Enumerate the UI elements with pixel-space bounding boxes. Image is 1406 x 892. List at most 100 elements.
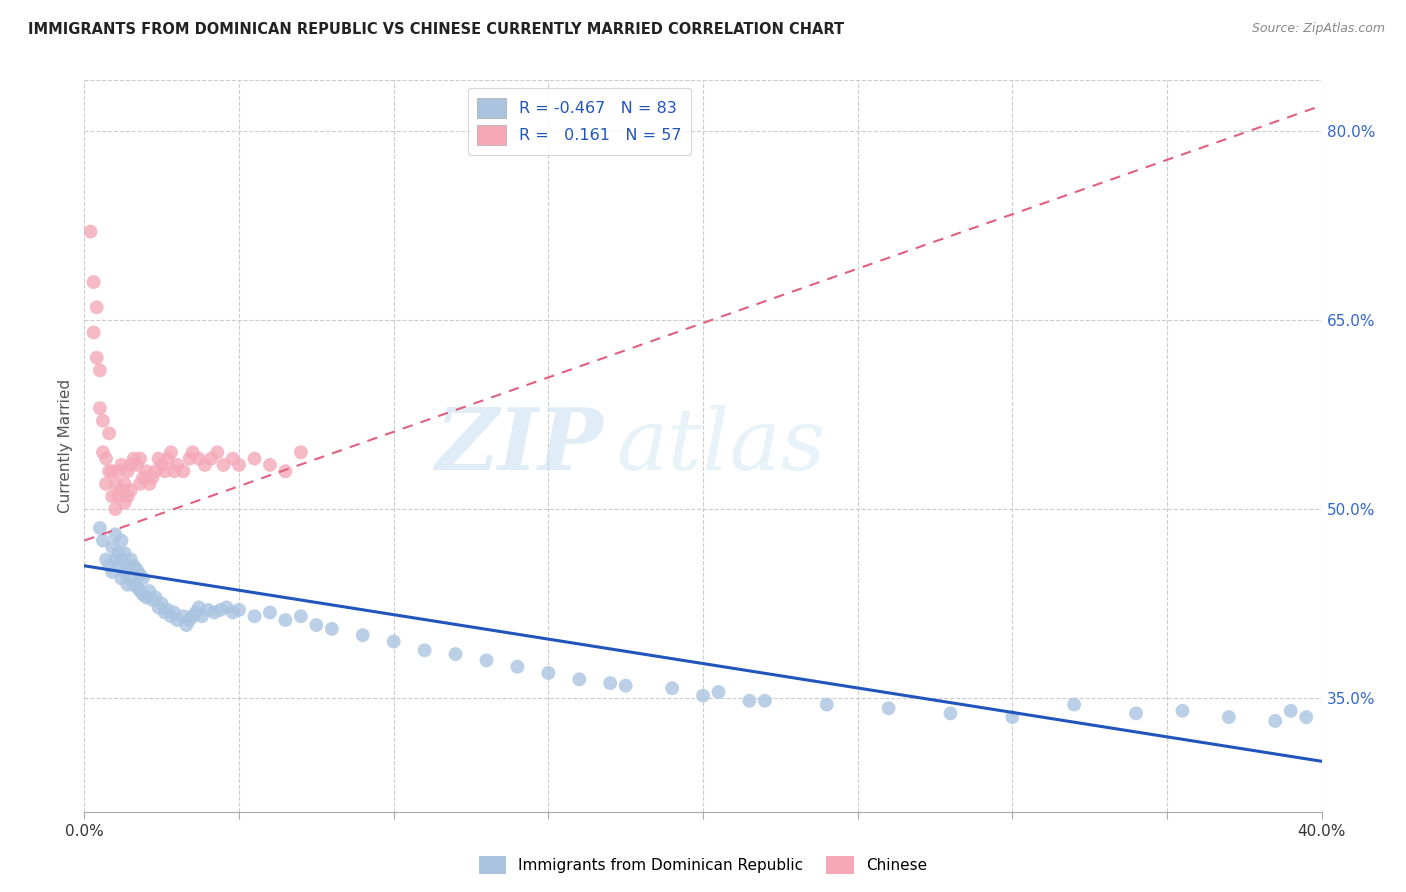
Point [568,673,591,687]
Point [135,591,157,605]
Point [222,606,245,620]
Point [150,458,173,472]
Point [117,490,139,504]
Point [114,496,136,510]
Point [117,558,139,573]
Point [129,451,152,466]
Text: ZIP: ZIP [436,404,605,488]
Point [104,527,127,541]
Point [160,445,183,459]
Point [145,464,167,478]
Point [114,476,136,491]
Point [98,558,121,573]
Point [89,521,111,535]
Point [107,490,129,504]
Point [163,464,186,478]
Point [599,676,621,690]
Point [815,698,838,712]
Point [692,689,714,703]
Point [120,483,142,497]
Point [222,451,245,466]
Point [94,476,117,491]
Point [1063,698,1085,712]
Point [382,634,405,648]
Point [101,540,124,554]
Point [153,606,176,620]
Point [475,653,498,667]
Point [537,665,560,680]
Point [110,483,132,497]
Point [202,606,225,620]
Point [274,464,297,478]
Point [172,464,194,478]
Point [707,685,730,699]
Point [1264,714,1286,728]
Point [156,451,179,466]
Point [110,571,132,585]
Point [228,603,250,617]
Point [150,597,173,611]
Point [179,613,201,627]
Text: atlas: atlas [616,405,825,487]
Point [135,464,157,478]
Point [117,464,139,478]
Point [91,445,114,459]
Point [98,464,121,478]
Point [83,326,105,340]
Text: IMMIGRANTS FROM DOMINICAN REPUBLIC VS CHINESE CURRENTLY MARRIED CORRELATION CHAR: IMMIGRANTS FROM DOMINICAN REPUBLIC VS CH… [28,22,844,37]
Point [107,558,129,573]
Point [160,609,183,624]
Point [1001,710,1024,724]
Point [148,600,170,615]
Point [101,464,124,478]
Point [259,458,281,472]
Point [305,618,328,632]
Point [98,426,121,441]
Point [120,458,142,472]
Point [156,603,179,617]
Point [738,694,761,708]
Point [166,613,188,627]
Point [122,558,145,573]
Point [243,609,266,624]
Point [228,458,250,472]
Point [141,470,163,484]
Point [129,584,152,599]
Point [290,445,312,459]
Point [107,464,129,478]
Point [274,613,297,627]
Point [259,606,281,620]
Y-axis label: Currently Married: Currently Married [58,379,73,513]
Point [207,445,229,459]
Point [200,451,222,466]
Point [132,588,155,602]
Point [114,565,136,579]
Point [215,600,238,615]
Point [877,701,900,715]
Point [181,445,204,459]
Point [91,533,114,548]
Point [1279,704,1302,718]
Point [1125,706,1147,721]
Point [243,451,266,466]
Point [290,609,312,624]
Point [101,565,124,579]
Point [94,552,117,566]
Point [1171,704,1194,718]
Point [179,451,201,466]
Point [125,458,148,472]
Point [166,458,188,472]
Point [89,363,111,377]
Point [104,502,127,516]
Point [79,225,101,239]
Point [117,578,139,592]
Point [661,681,683,695]
Point [754,694,776,708]
Point [129,567,152,582]
Point [138,476,160,491]
Point [114,546,136,560]
Point [209,603,232,617]
Point [86,300,108,314]
Point [107,546,129,560]
Point [91,414,114,428]
